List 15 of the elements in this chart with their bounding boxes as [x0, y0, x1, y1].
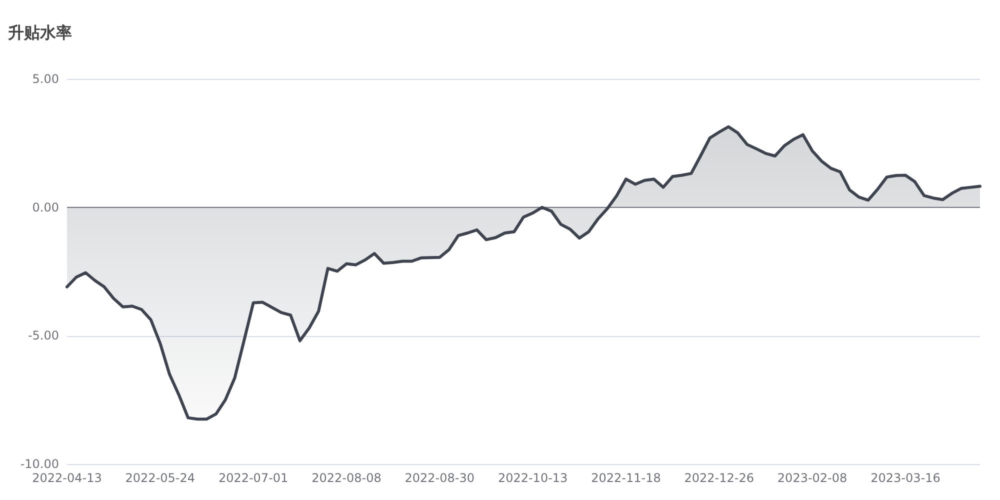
x-tick-label: 2022-08-30	[404, 471, 475, 485]
x-tick-label: 2022-05-24	[125, 471, 196, 485]
chart-title: 升贴水率	[7, 23, 72, 42]
x-tick-label: 2022-11-18	[591, 471, 661, 485]
x-tick-label: 2023-02-08	[777, 471, 848, 485]
y-tick-label: -5.00	[28, 328, 59, 343]
x-tick-label: 2022-08-08	[312, 471, 382, 485]
y-tick-label: 5.00	[32, 72, 59, 86]
y-tick-label: -10.00	[20, 457, 59, 471]
x-tick-label: 2022-12-26	[684, 471, 754, 485]
y-tick-label: 0.00	[32, 200, 59, 214]
x-tick-label: 2022-07-01	[218, 471, 288, 485]
x-tick-label: 2023-03-16	[870, 471, 940, 485]
x-tick-label: 2022-04-13	[32, 471, 102, 485]
x-tick-label: 2022-10-13	[498, 471, 568, 485]
